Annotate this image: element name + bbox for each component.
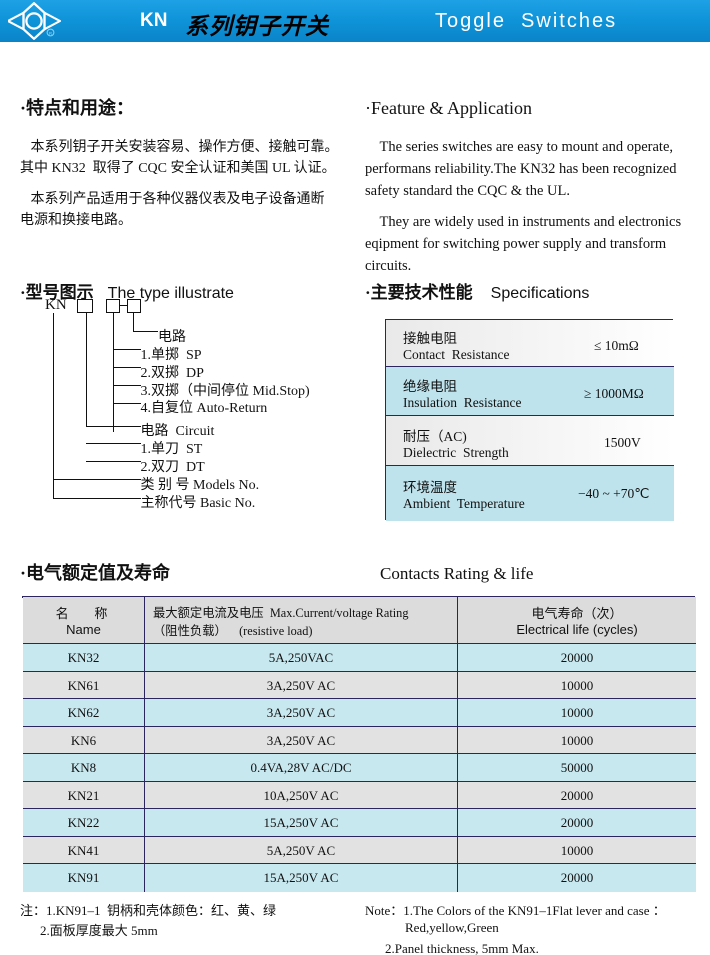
svg-text:R: R [49,31,52,36]
